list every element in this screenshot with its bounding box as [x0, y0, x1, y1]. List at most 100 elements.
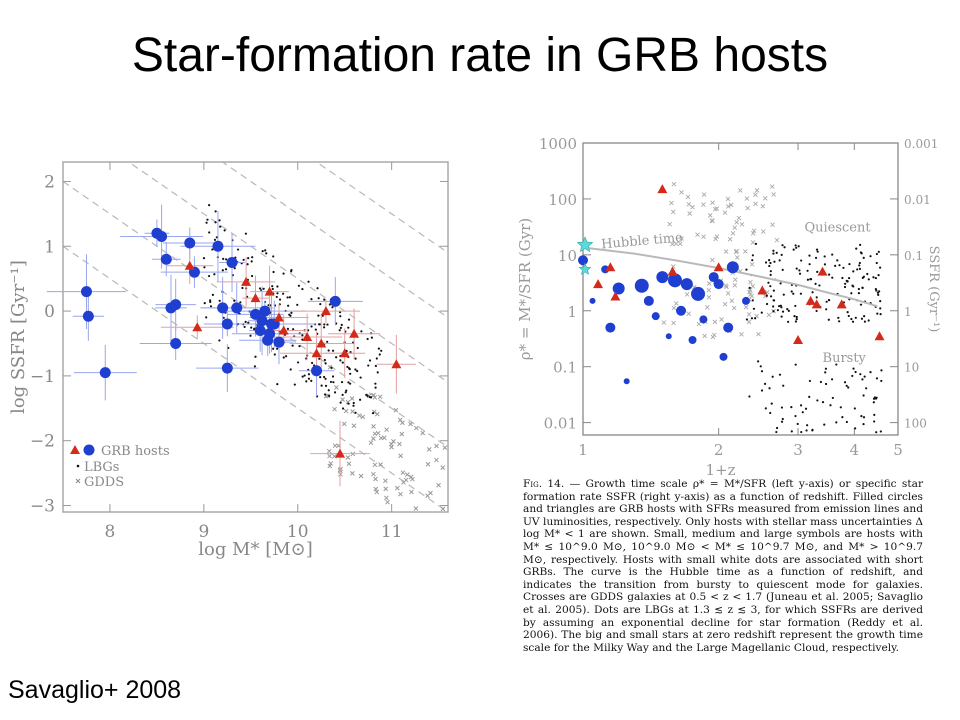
grb-host-circle — [634, 278, 649, 293]
lbg-dot — [768, 387, 771, 390]
lbg-dot — [292, 328, 295, 331]
grb-host-triangle — [793, 334, 804, 344]
lbg-dot — [298, 345, 301, 348]
lbg-dot — [780, 306, 783, 309]
lbg-dot — [262, 287, 265, 290]
lbg-dot — [800, 430, 803, 434]
gdds-cross — [753, 192, 758, 197]
gdds-cross — [713, 236, 718, 242]
gdds-cross — [373, 486, 379, 492]
lbg-dot — [352, 401, 355, 405]
gdds-cross — [395, 485, 400, 491]
gdds-cross — [684, 292, 690, 297]
lbg-dot — [827, 273, 831, 276]
gdds-cross — [351, 423, 357, 429]
lbg-dot — [214, 210, 217, 213]
lbg-dot — [808, 379, 812, 383]
lbg-dot — [378, 353, 381, 356]
gdds-cross — [346, 461, 352, 467]
lbg-dot — [815, 296, 818, 299]
grb-host-circle — [184, 237, 196, 249]
gdds-cross — [732, 283, 738, 288]
lbg-dot — [775, 430, 778, 434]
grb-host-triangle — [391, 359, 402, 369]
lbg-dot — [218, 339, 221, 342]
lbg-dot — [340, 323, 343, 326]
lbg-dot — [301, 287, 304, 291]
gdds-cross — [327, 463, 333, 469]
grb-host-circle — [273, 336, 285, 348]
lbg-dot — [367, 364, 370, 367]
gdds-cross — [671, 320, 676, 326]
gdds-cross — [377, 394, 383, 400]
annotation-bursty: Bursty — [823, 351, 867, 366]
lbg-dot — [250, 260, 253, 263]
gdds-cross — [425, 493, 430, 499]
grb-host-circle — [578, 255, 588, 266]
gdds-cross — [434, 457, 439, 463]
lbg-dot — [347, 381, 350, 384]
y-right-tick-label: 1 — [904, 305, 912, 319]
lbg-dot — [847, 314, 850, 318]
gdds-cross — [371, 471, 376, 477]
lbg-dot — [841, 416, 844, 419]
grb-host-triangle — [302, 332, 313, 341]
lbg-dot — [310, 379, 313, 382]
y-tick-label: 0.01 — [544, 415, 577, 433]
lbg-dot — [798, 272, 802, 275]
slide-title: Star-formation rate in GRB hosts — [131, 29, 829, 82]
lbg-dot — [307, 280, 310, 283]
annotation-quiescent: Quiescent — [804, 221, 871, 236]
lbg-dot — [878, 290, 881, 293]
gdds-cross — [677, 241, 683, 247]
gdds-cross — [332, 443, 338, 449]
lbg-dot — [376, 371, 379, 374]
gdds-cross — [710, 334, 716, 340]
gdds-cross — [712, 319, 718, 325]
x-axis-label: 1+z — [705, 461, 735, 479]
lbg-dot — [827, 299, 831, 302]
lbg-dot — [329, 380, 333, 384]
gdds-cross — [743, 249, 748, 254]
lbg-dot — [863, 320, 867, 323]
grb-host-circle — [80, 286, 92, 298]
gdds-cross — [679, 236, 684, 241]
lbg-dot — [772, 305, 775, 308]
gdds-cross — [685, 194, 691, 200]
lbg-dot — [272, 255, 275, 258]
gdds-cross — [378, 435, 384, 441]
galaxy-star-marker — [578, 262, 592, 275]
lbg-dot — [278, 298, 282, 301]
lbg-dot — [829, 404, 832, 407]
lbg-dot — [778, 373, 782, 376]
gdds-cross — [371, 424, 376, 429]
gdds-cross — [385, 499, 390, 505]
lbg-dot — [850, 292, 853, 295]
gdds-cross — [350, 471, 355, 476]
gdds-cross — [751, 228, 757, 234]
lbg-dot — [877, 250, 880, 253]
grb-host-triangle — [667, 266, 678, 276]
lbg-dot — [782, 293, 785, 296]
gdds-cross — [743, 304, 749, 310]
gdds-cross — [341, 421, 347, 427]
lbg-dot — [339, 326, 342, 329]
lbg-dot — [222, 316, 225, 319]
lbg-dot — [319, 375, 322, 379]
gdds-cross — [723, 283, 729, 288]
lbg-dot — [322, 375, 326, 379]
gdds-cross — [378, 462, 383, 467]
lbg-dot — [290, 311, 293, 315]
gdds-cross — [332, 406, 337, 412]
grb-host-circle — [231, 302, 243, 314]
caption-text: — Growth time scale ρ* = M*/SFR (left y-… — [523, 478, 924, 654]
lbg-dot — [258, 287, 262, 290]
lbg-dot — [819, 380, 823, 384]
x-tick-label: 5 — [893, 441, 903, 459]
lbg-dot — [288, 313, 291, 316]
constant-sfr-line — [127, 162, 448, 383]
y-right-tick-label: 0.01 — [904, 193, 931, 207]
gdds-cross — [686, 311, 692, 317]
lbg-dot — [271, 287, 274, 291]
lbg-dot — [251, 256, 254, 259]
